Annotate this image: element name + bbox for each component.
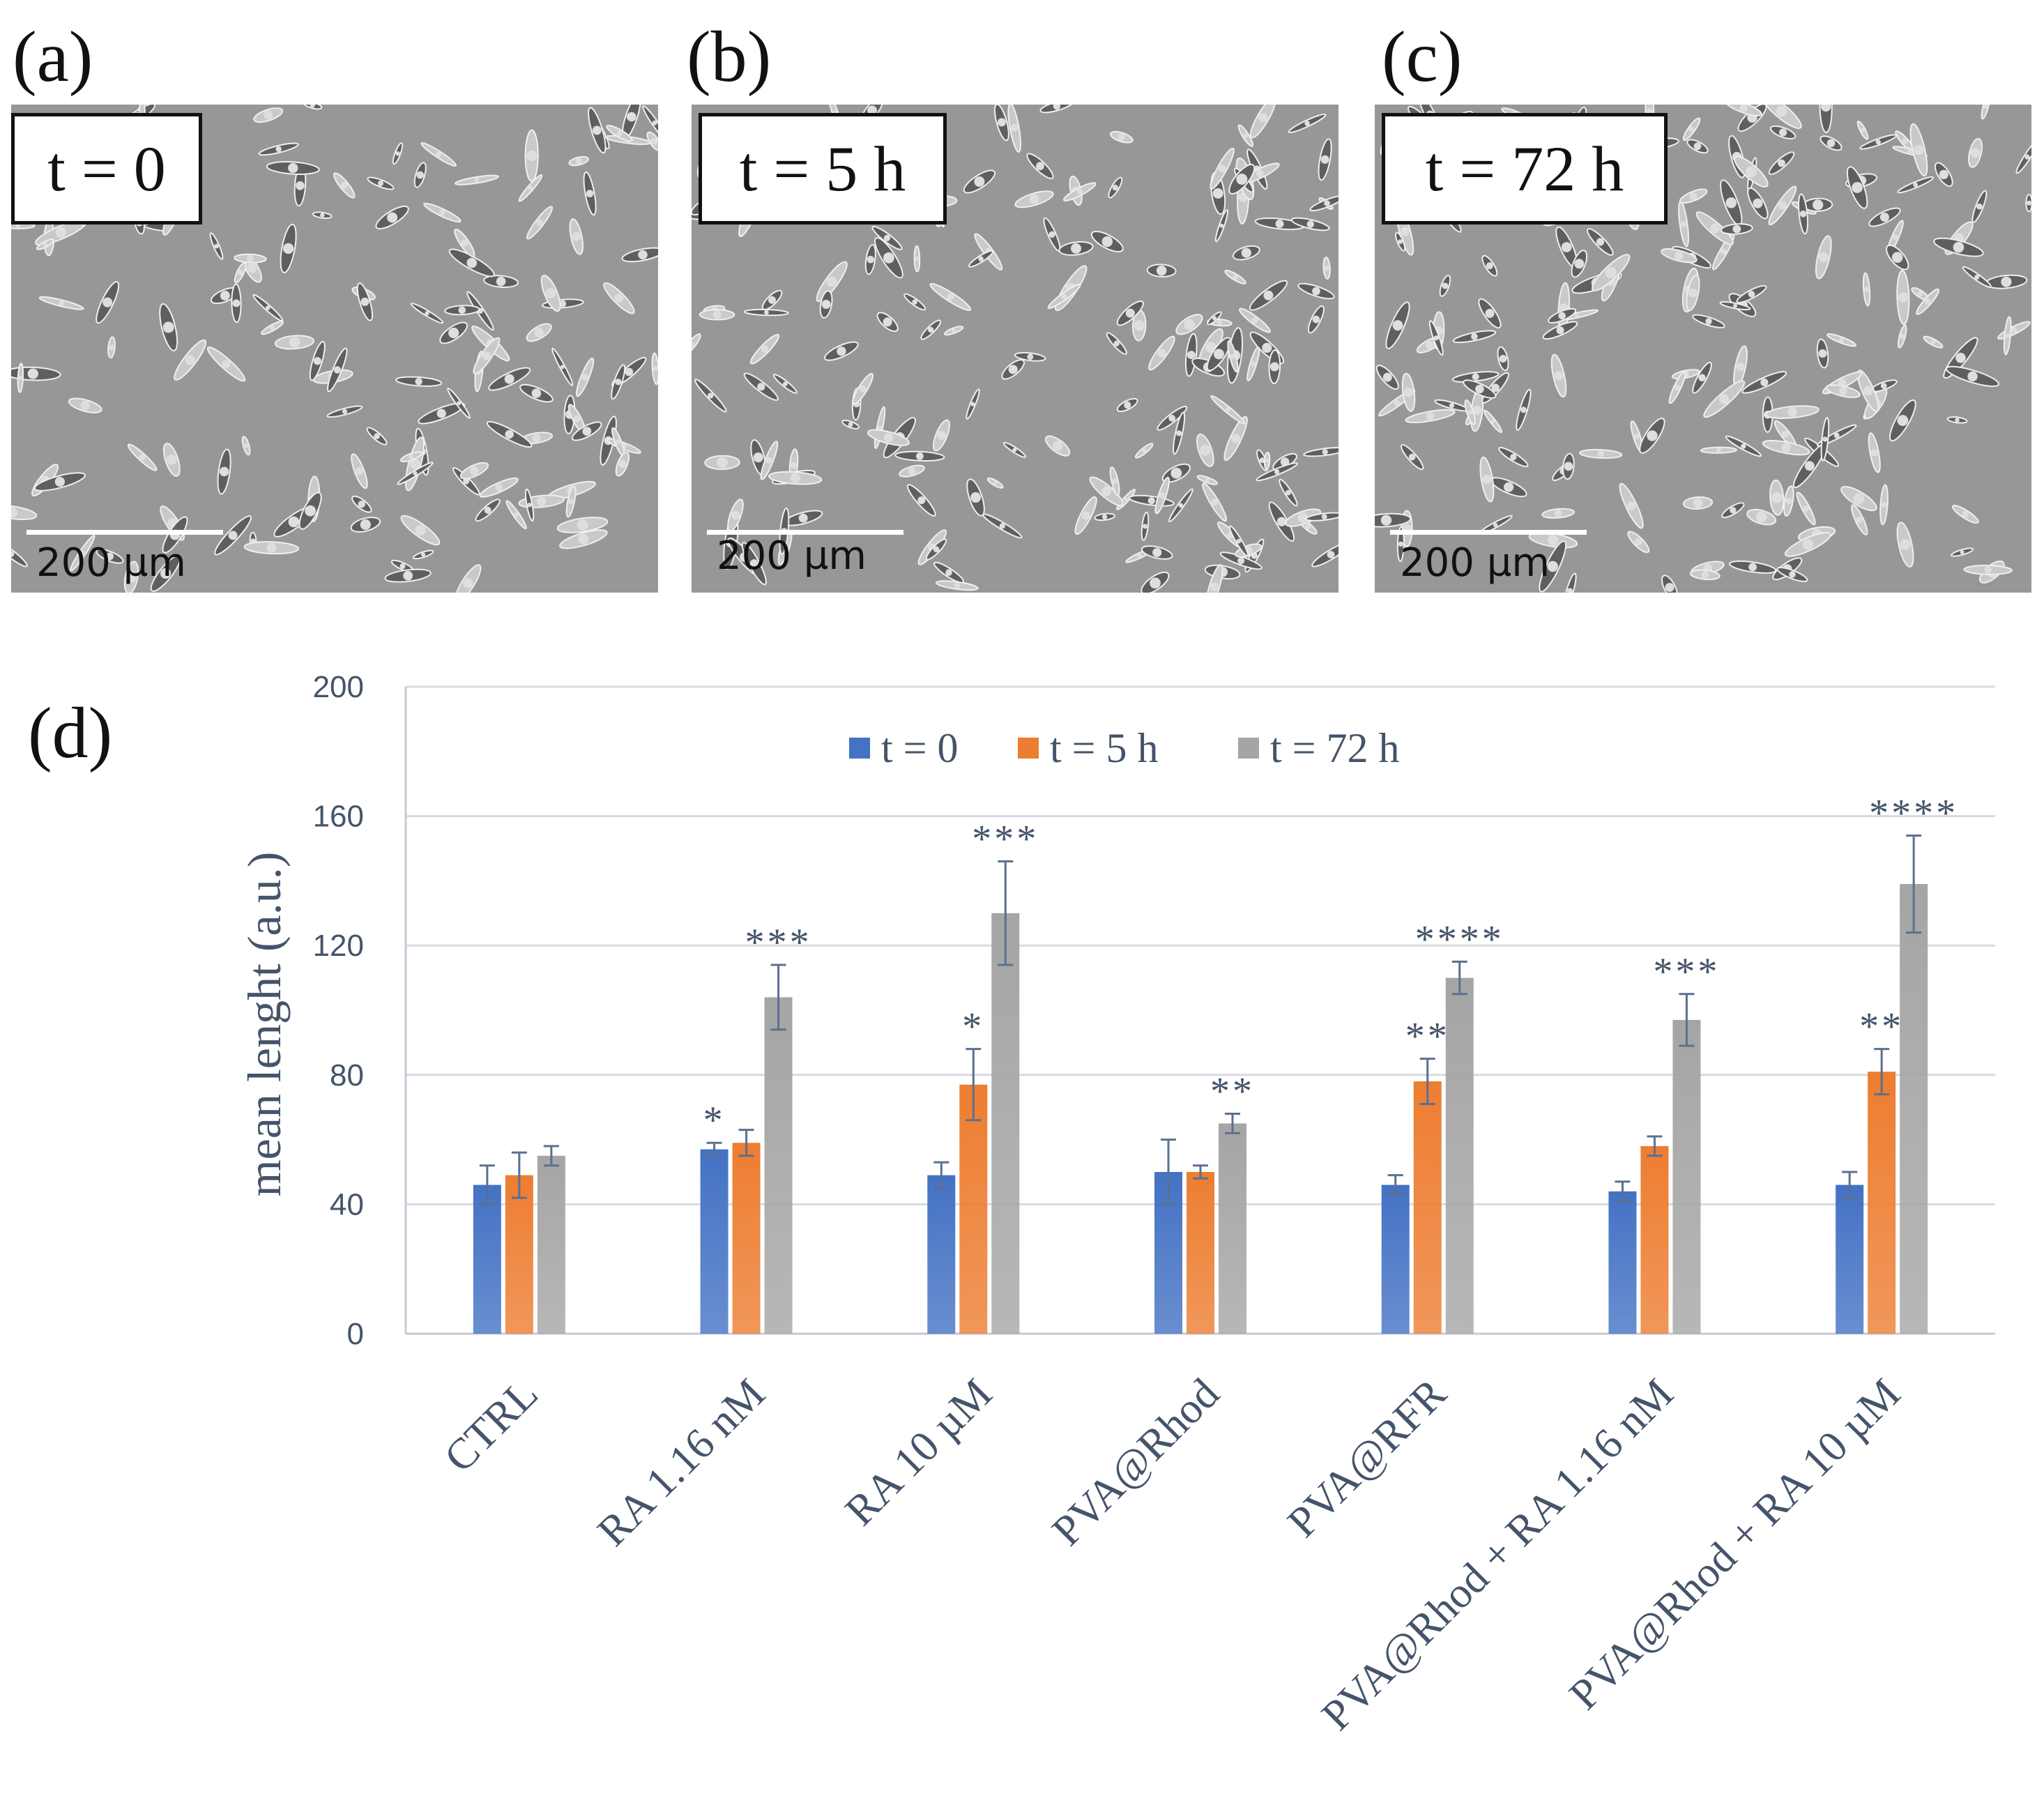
significance-label: ** xyxy=(1859,1005,1904,1049)
significance-label: *** xyxy=(1653,950,1720,993)
legend-swatch xyxy=(1018,738,1039,759)
bar xyxy=(505,1175,533,1334)
y-tick-label: 200 xyxy=(313,670,364,704)
significance-label: ** xyxy=(1210,1069,1255,1113)
y-tick-label: 0 xyxy=(347,1317,364,1351)
significance-label: ** xyxy=(1405,1015,1450,1058)
bar xyxy=(1413,1081,1442,1334)
bar xyxy=(1900,884,1928,1334)
panel-label-d: (d) xyxy=(28,693,113,773)
bar xyxy=(764,997,793,1334)
x-category-label: PVA@RFR xyxy=(1279,1369,1456,1546)
bar xyxy=(732,1143,761,1334)
bar xyxy=(1445,977,1474,1334)
y-tick-label: 40 xyxy=(330,1187,364,1221)
time-label: t = 5 h xyxy=(739,133,906,204)
bar xyxy=(1608,1191,1637,1334)
bar xyxy=(959,1084,988,1334)
micrograph-t5: t = 5 h 200 µm xyxy=(692,105,1338,593)
significance-label: *** xyxy=(745,921,812,964)
significance-label: **** xyxy=(1869,791,1958,835)
x-category-label: RA 1.16 nM xyxy=(588,1370,774,1555)
legend-swatch xyxy=(1238,738,1259,759)
panel-label-a: (a) xyxy=(13,17,93,97)
time-label: t = 72 h xyxy=(1425,133,1624,204)
micrograph-t72: t = 72 h 200 µm xyxy=(1375,105,2031,593)
significance-label: **** xyxy=(1415,917,1504,961)
legend-swatch xyxy=(849,738,870,759)
bar xyxy=(700,1149,729,1334)
scale-bar-label: 200 µm xyxy=(1400,540,1550,586)
significance-label: *** xyxy=(972,818,1039,861)
x-category-label: RA 10 µM xyxy=(837,1370,1002,1535)
bar xyxy=(1836,1185,1864,1334)
bar xyxy=(1381,1185,1410,1334)
legend-label: t = 0 xyxy=(881,725,959,771)
bar xyxy=(991,913,1020,1334)
bar xyxy=(1640,1145,1669,1334)
scale-bar-label: 200 µm xyxy=(717,533,867,579)
time-label-box: t = 5 h xyxy=(699,113,947,224)
x-category-label: CTRL xyxy=(436,1370,547,1482)
scale-bar-label: 200 µm xyxy=(36,540,186,586)
panel-label-b: (b) xyxy=(687,17,772,97)
y-tick-label: 120 xyxy=(313,929,364,963)
bar xyxy=(927,1175,956,1334)
scale-bar xyxy=(26,530,223,535)
bar xyxy=(473,1185,501,1334)
bar xyxy=(1672,1019,1701,1334)
y-axis-title: mean lenght (a.u.) xyxy=(238,852,291,1197)
y-tick-label: 80 xyxy=(330,1058,364,1092)
bar xyxy=(1868,1072,1896,1334)
time-label-box: t = 72 h xyxy=(1382,113,1668,224)
time-label-box: t = 0 xyxy=(11,113,202,224)
time-label: t = 0 xyxy=(47,133,166,204)
bar xyxy=(1219,1123,1246,1334)
panel-label-c: (c) xyxy=(1382,17,1463,97)
scale-bar xyxy=(1390,530,1587,535)
scale-bar xyxy=(707,530,903,535)
y-tick-label: 160 xyxy=(313,800,364,834)
significance-label: * xyxy=(962,1005,984,1049)
bar xyxy=(1187,1172,1214,1334)
legend-label: t = 5 h xyxy=(1050,725,1159,771)
legend-label: t = 72 h xyxy=(1270,725,1400,771)
micrograph-t0: t = 0 200 µm xyxy=(11,105,658,593)
significance-label: * xyxy=(703,1099,726,1142)
bar xyxy=(537,1155,565,1334)
x-category-label: PVA@Rhod xyxy=(1043,1370,1228,1555)
